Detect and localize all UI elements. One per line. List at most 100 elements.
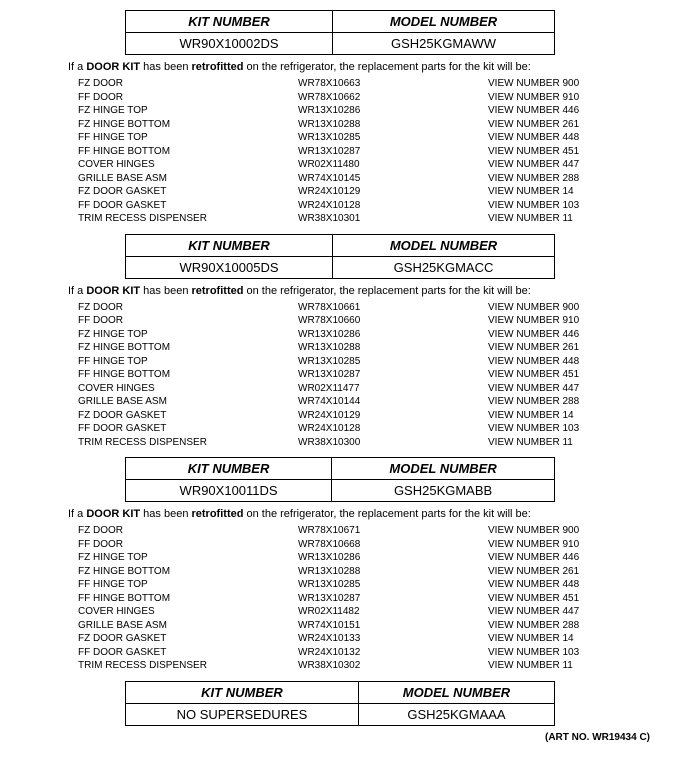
view-number: VIEW NUMBER 447	[488, 605, 628, 619]
part-number: WR13X10287	[298, 368, 488, 382]
view-number: VIEW NUMBER 446	[488, 104, 628, 118]
view-number: VIEW NUMBER 288	[488, 395, 628, 409]
part-name: FZ DOOR GASKET	[78, 185, 298, 199]
parts-row: FF HINGE TOPWR13X10285VIEW NUMBER 448	[78, 578, 680, 592]
view-number: VIEW NUMBER 11	[488, 659, 628, 673]
view-number: VIEW NUMBER 448	[488, 131, 628, 145]
parts-row: FZ HINGE TOPWR13X10286VIEW NUMBER 446	[78, 328, 680, 342]
view-number: VIEW NUMBER 447	[488, 382, 628, 396]
part-name: FZ DOOR GASKET	[78, 632, 298, 646]
parts-row: FZ HINGE BOTTOMWR13X10288VIEW NUMBER 261	[78, 341, 680, 355]
part-name: FF DOOR GASKET	[78, 422, 298, 436]
part-name: FF DOOR	[78, 91, 298, 105]
art-number: (ART NO. WR19434 C)	[0, 732, 680, 743]
part-name: FZ HINGE BOTTOM	[78, 565, 298, 579]
parts-row: GRILLE BASE ASMWR74X10144VIEW NUMBER 288	[78, 395, 680, 409]
view-number: VIEW NUMBER 103	[488, 646, 628, 660]
part-name: FZ DOOR	[78, 301, 298, 315]
view-number: VIEW NUMBER 900	[488, 77, 628, 91]
part-name: GRILLE BASE ASM	[78, 172, 298, 186]
view-number: VIEW NUMBER 14	[488, 632, 628, 646]
view-number: VIEW NUMBER 448	[488, 355, 628, 369]
view-number: VIEW NUMBER 11	[488, 212, 628, 226]
part-number: WR78X10661	[298, 301, 488, 315]
parts-row: FZ HINGE TOPWR13X10286VIEW NUMBER 446	[78, 551, 680, 565]
intro-fragment: If a	[68, 285, 86, 297]
part-number: WR78X10662	[298, 91, 488, 105]
parts-row: FF DOORWR78X10662VIEW NUMBER 910	[78, 91, 680, 105]
part-number: WR24X10128	[298, 199, 488, 213]
view-number: VIEW NUMBER 261	[488, 341, 628, 355]
view-number: VIEW NUMBER 14	[488, 185, 628, 199]
part-name: TRIM RECESS DISPENSER	[78, 212, 298, 226]
view-number: VIEW NUMBER 900	[488, 524, 628, 538]
view-number: VIEW NUMBER 910	[488, 91, 628, 105]
view-number: VIEW NUMBER 11	[488, 436, 628, 450]
intro-fragment: has been	[140, 61, 191, 73]
part-name: FF HINGE TOP	[78, 131, 298, 145]
part-name: FZ DOOR GASKET	[78, 409, 298, 423]
part-name: FZ DOOR	[78, 77, 298, 91]
part-name: FF DOOR GASKET	[78, 646, 298, 660]
parts-row: FZ DOOR GASKETWR24X10129VIEW NUMBER 14	[78, 409, 680, 423]
kit-section: KIT NUMBERMODEL NUMBERWR90X10002DSGSH25K…	[0, 10, 680, 226]
view-number: VIEW NUMBER 14	[488, 409, 628, 423]
intro-fragment: If a	[68, 508, 86, 520]
model-number-header: MODEL NUMBER	[332, 458, 555, 480]
kit-number-header: KIT NUMBER	[126, 458, 332, 480]
kit-section: KIT NUMBERMODEL NUMBERWR90X10005DSGSH25K…	[0, 234, 680, 450]
part-name: TRIM RECESS DISPENSER	[78, 659, 298, 673]
parts-row: TRIM RECESS DISPENSERWR38X10302VIEW NUMB…	[78, 659, 680, 673]
part-name: FZ HINGE BOTTOM	[78, 118, 298, 132]
parts-row: FZ HINGE BOTTOMWR13X10288VIEW NUMBER 261	[78, 118, 680, 132]
part-name: FZ HINGE TOP	[78, 104, 298, 118]
parts-row: FZ DOORWR78X10663VIEW NUMBER 900	[78, 77, 680, 91]
part-number: WR13X10286	[298, 104, 488, 118]
part-name: FF HINGE BOTTOM	[78, 145, 298, 159]
model-number-value: GSH25KGMABB	[332, 480, 555, 502]
parts-row: FF HINGE TOPWR13X10285VIEW NUMBER 448	[78, 131, 680, 145]
parts-row: FF HINGE TOPWR13X10285VIEW NUMBER 448	[78, 355, 680, 369]
part-name: FF DOOR	[78, 538, 298, 552]
model-number-value: GSH25KGMAWW	[333, 33, 555, 55]
kit-header-table: KIT NUMBERMODEL NUMBERWR90X10005DSGSH25K…	[125, 234, 555, 279]
part-number: WR13X10286	[298, 551, 488, 565]
kit-header-table: KIT NUMBERMODEL NUMBERWR90X10002DSGSH25K…	[125, 10, 555, 55]
kit-header-table: KIT NUMBERMODEL NUMBERNO SUPERSEDURESGSH…	[125, 681, 555, 726]
view-number: VIEW NUMBER 900	[488, 301, 628, 315]
part-name: FZ DOOR	[78, 524, 298, 538]
kit-number-header: KIT NUMBER	[126, 11, 333, 33]
part-name: COVER HINGES	[78, 158, 298, 172]
kit-number-header: KIT NUMBER	[126, 681, 359, 703]
part-number: WR78X10660	[298, 314, 488, 328]
part-number: WR24X10128	[298, 422, 488, 436]
part-number: WR38X10300	[298, 436, 488, 450]
parts-row: FZ DOORWR78X10671VIEW NUMBER 900	[78, 524, 680, 538]
view-number: VIEW NUMBER 103	[488, 199, 628, 213]
part-number: WR02X11482	[298, 605, 488, 619]
part-number: WR02X11480	[298, 158, 488, 172]
part-number: WR13X10288	[298, 565, 488, 579]
parts-row: FF HINGE BOTTOMWR13X10287VIEW NUMBER 451	[78, 145, 680, 159]
part-name: GRILLE BASE ASM	[78, 395, 298, 409]
intro-fragment: on the refrigerator, the replacement par…	[243, 61, 530, 73]
intro-bold: DOOR KIT	[86, 285, 140, 297]
view-number: VIEW NUMBER 451	[488, 368, 628, 382]
kit-number-value: WR90X10002DS	[126, 33, 333, 55]
part-name: FZ HINGE TOP	[78, 551, 298, 565]
part-number: WR38X10302	[298, 659, 488, 673]
part-name: FZ HINGE BOTTOM	[78, 341, 298, 355]
kit-header-table: KIT NUMBERMODEL NUMBERWR90X10011DSGSH25K…	[125, 457, 555, 502]
part-number: WR24X10129	[298, 409, 488, 423]
part-number: WR13X10288	[298, 118, 488, 132]
intro-fragment: has been	[140, 508, 191, 520]
intro-fragment: has been	[140, 285, 191, 297]
parts-row: FF HINGE BOTTOMWR13X10287VIEW NUMBER 451	[78, 592, 680, 606]
view-number: VIEW NUMBER 451	[488, 145, 628, 159]
parts-row: FZ DOORWR78X10661VIEW NUMBER 900	[78, 301, 680, 315]
part-name: FF HINGE BOTTOM	[78, 368, 298, 382]
intro-bold: DOOR KIT	[86, 61, 140, 73]
model-number-value: GSH25KGMAAA	[358, 703, 554, 725]
view-number: VIEW NUMBER 451	[488, 592, 628, 606]
part-name: FF DOOR GASKET	[78, 199, 298, 213]
